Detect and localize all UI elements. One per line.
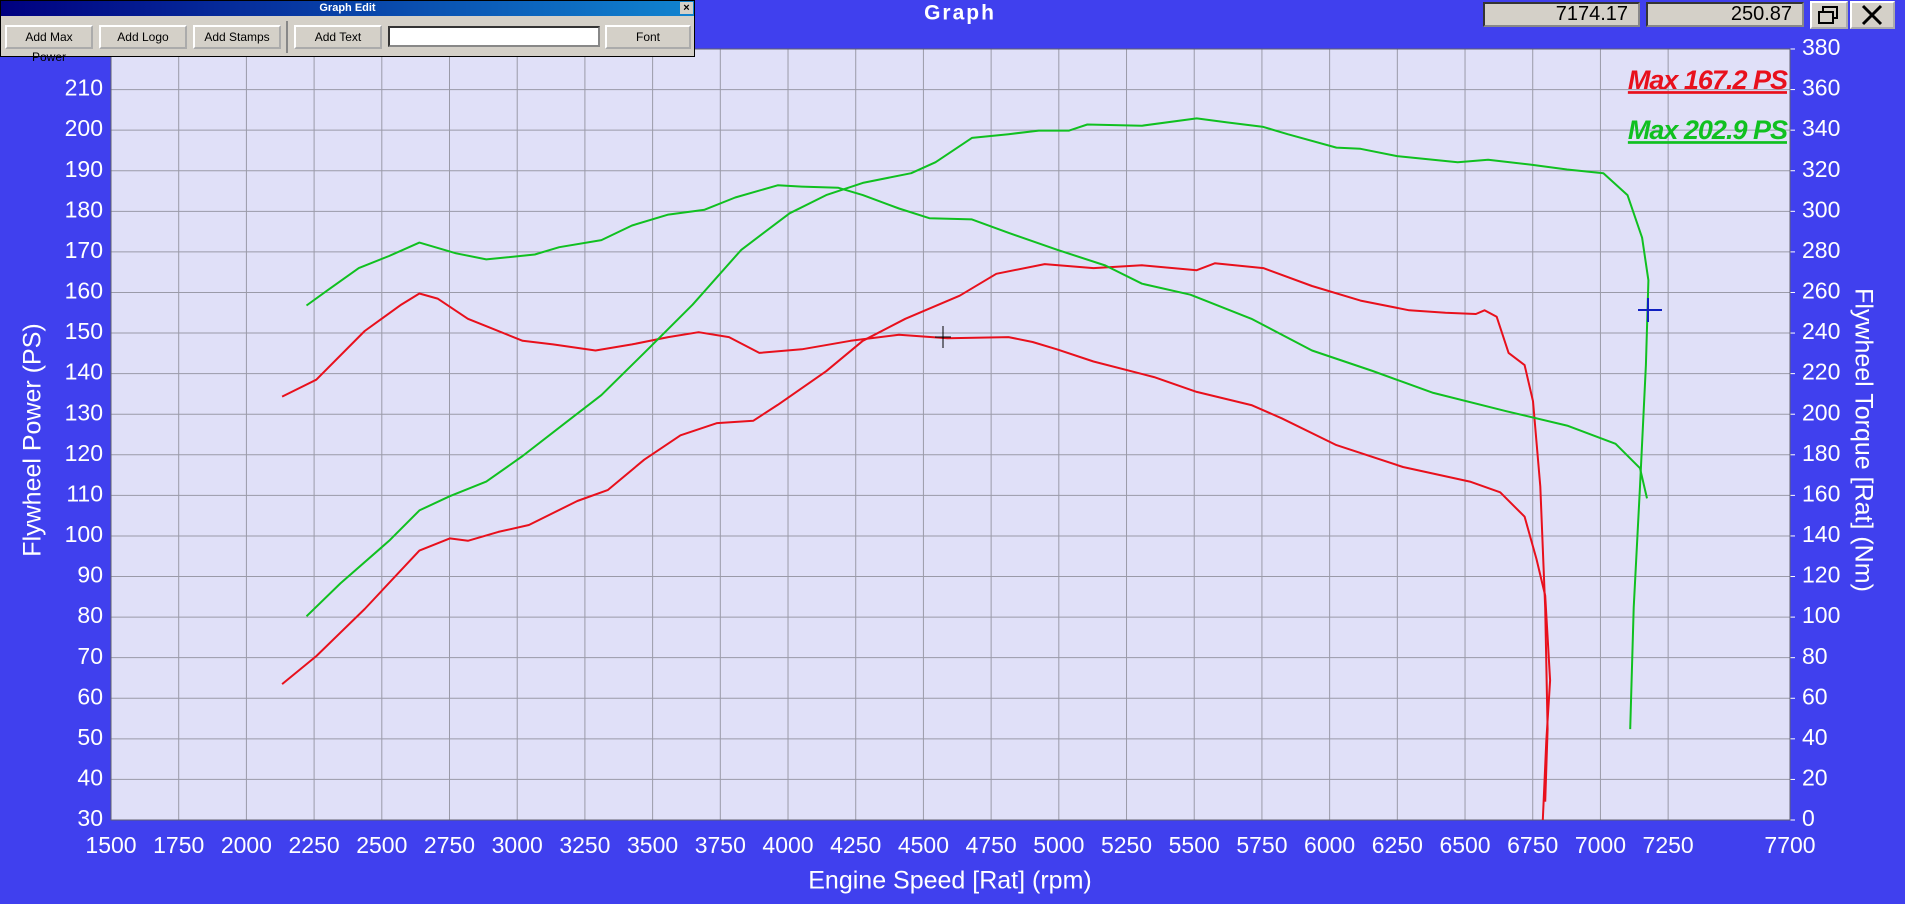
- y2-tick-label: 260: [1802, 278, 1840, 304]
- graph-edit-panel: Graph Edit × Add Max Power Add Logo Add …: [0, 0, 695, 64]
- x-tick-label: 3000: [492, 832, 543, 858]
- y2-tick-label: 60: [1802, 683, 1828, 709]
- x-tick-label: 5000: [1033, 832, 1084, 858]
- separator: [286, 21, 288, 53]
- readout: 7174.17: [1483, 2, 1640, 27]
- y2-tick-label: 280: [1802, 237, 1840, 263]
- y2-tick-label: 220: [1802, 359, 1840, 385]
- y-tick-label: 70: [77, 643, 103, 669]
- close-button[interactable]: [1850, 1, 1895, 29]
- y2-axis-label: Flywheel Torque [Rat] (Nm): [1849, 288, 1877, 592]
- y-tick-label: 130: [65, 399, 103, 425]
- x-tick-label: 6500: [1439, 832, 1490, 858]
- y2-tick-label: 240: [1802, 318, 1840, 344]
- window-title: Graph: [924, 2, 996, 25]
- button[interactable]: Add Max Power: [5, 25, 93, 64]
- restore-button[interactable]: [1810, 1, 1848, 29]
- data-line: [305, 184, 1648, 499]
- x-tick-label: 4750: [966, 832, 1017, 858]
- x-tick-label: 2750: [424, 832, 475, 858]
- y2-tick-label: 320: [1802, 156, 1840, 182]
- x-tick-label: 5500: [1169, 832, 1220, 858]
- y-tick-label: 170: [65, 237, 103, 263]
- x-axis-label: Engine Speed [Rat] (rpm): [808, 867, 1091, 895]
- x-tick-label: 4000: [762, 832, 813, 858]
- text-input[interactable]: [388, 26, 600, 47]
- y-tick-label: 110: [66, 480, 103, 506]
- y-axis-label: Flywheel Power (PS): [19, 323, 47, 556]
- max-annotation: Max 202.9 PS: [1628, 115, 1788, 145]
- cursor: [935, 326, 951, 348]
- y-tick-label: 90: [77, 562, 103, 588]
- restore-icon: [1818, 6, 1838, 24]
- y-tick-label: 140: [65, 359, 103, 385]
- y-tick-label: 100: [65, 521, 103, 547]
- data-line: [281, 292, 1552, 821]
- y2-tick-label: 40: [1802, 724, 1828, 750]
- y2-tick-label: 20: [1802, 764, 1828, 790]
- x-tick-label: 3500: [627, 832, 678, 858]
- y2-tick-label: 140: [1802, 521, 1840, 547]
- y-tick-label: 40: [77, 764, 103, 790]
- button[interactable]: Add Text: [294, 25, 382, 49]
- cursor: [1638, 298, 1662, 322]
- x-tick-label: 4500: [898, 832, 949, 858]
- y2-tick-label: 100: [1802, 602, 1840, 628]
- x-tick-label: 2250: [289, 832, 340, 858]
- panel-title: Graph Edit: [1, 1, 694, 16]
- panel-close[interactable]: ×: [680, 2, 693, 14]
- y-tick-label: 30: [77, 805, 103, 831]
- button[interactable]: Add Logo: [99, 25, 187, 49]
- x-tick-label: 7700: [1764, 832, 1815, 858]
- data-line: [305, 117, 1650, 730]
- y2-tick-label: 300: [1802, 196, 1840, 222]
- x-tick-label: 1500: [85, 832, 136, 858]
- x-tick-label: 7250: [1643, 832, 1694, 858]
- close-icon: [1861, 4, 1883, 26]
- x-tick-label: 5250: [1101, 832, 1152, 858]
- y-tick-label: 120: [65, 440, 103, 466]
- x-tick-label: 7000: [1575, 832, 1626, 858]
- x-tick-label: 6750: [1507, 832, 1558, 858]
- x-tick-label: 2500: [356, 832, 407, 858]
- y2-tick-label: 120: [1802, 562, 1840, 588]
- max-annotation: Max 167.2 PS: [1628, 65, 1788, 95]
- data-line: [281, 262, 1549, 802]
- plot-area: [111, 49, 1790, 820]
- y-tick-label: 210: [65, 75, 103, 101]
- x-tick-label: 6250: [1372, 832, 1423, 858]
- x-tick-label: 3750: [695, 832, 746, 858]
- y2-tick-label: 360: [1802, 75, 1840, 101]
- readout: 250.87: [1646, 2, 1804, 27]
- y2-tick-label: 80: [1802, 643, 1828, 669]
- y-tick-label: 60: [77, 683, 103, 709]
- y2-tick-label: 200: [1802, 399, 1840, 425]
- y2-tick-label: 160: [1802, 480, 1840, 506]
- x-tick-label: 6000: [1304, 832, 1355, 858]
- x-tick-label: 2000: [221, 832, 272, 858]
- x-tick-label: 3250: [559, 832, 610, 858]
- y-tick-label: 180: [65, 196, 103, 222]
- button[interactable]: Add Stamps: [193, 25, 281, 49]
- plot-border: [110, 48, 1791, 821]
- y2-tick-label: 340: [1802, 115, 1840, 141]
- y-tick-label: 50: [77, 724, 103, 750]
- x-tick-label: 5750: [1236, 832, 1287, 858]
- y2-tick-label: 180: [1802, 440, 1840, 466]
- x-tick-label: 4250: [830, 832, 881, 858]
- y-tick-label: 200: [65, 115, 103, 141]
- y2-tick-label: 0: [1802, 805, 1815, 831]
- y-tick-label: 190: [65, 156, 103, 182]
- y-tick-label: 160: [65, 278, 103, 304]
- button[interactable]: Font: [605, 25, 691, 49]
- x-tick-label: 1750: [153, 832, 204, 858]
- y-tick-label: 80: [77, 602, 103, 628]
- y-tick-label: 150: [65, 318, 103, 344]
- y2-tick-label: 380: [1802, 34, 1840, 60]
